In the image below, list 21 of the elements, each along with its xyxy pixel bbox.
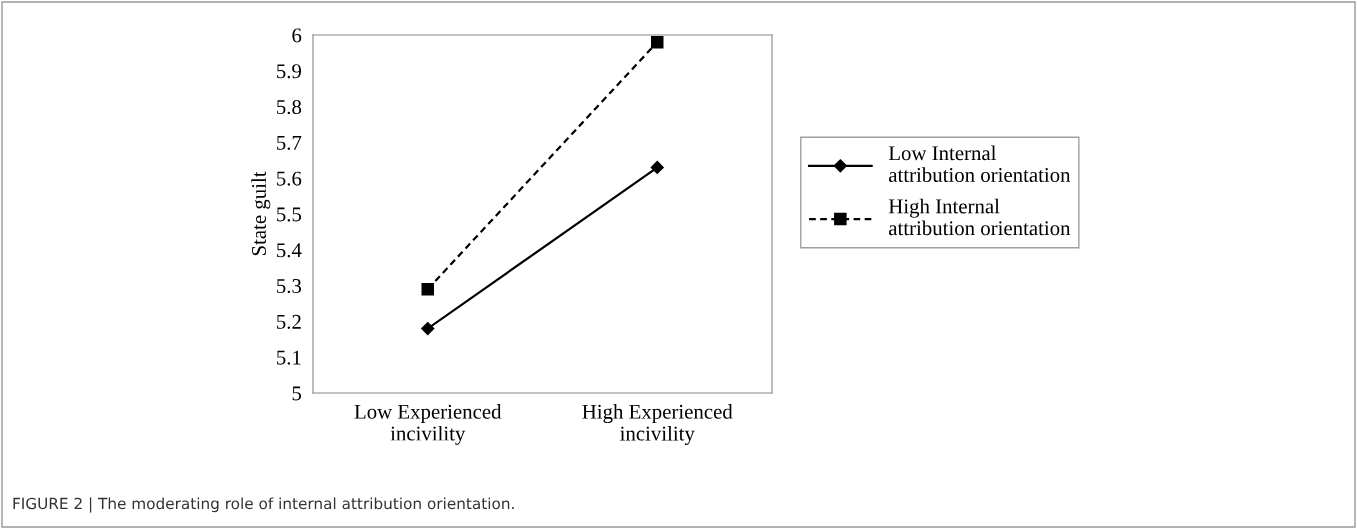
- y-axis-title: State guilt: [251, 171, 271, 256]
- y-tick-label: 5.9: [277, 64, 302, 79]
- y-tick-label: 5.6: [277, 171, 302, 186]
- y-tick-label: 5: [292, 386, 302, 401]
- x-tick-label: High Experienced incivility: [582, 404, 733, 445]
- point: [650, 160, 664, 175]
- y-tick-label: 5.2: [277, 314, 301, 329]
- y-tick-label: 5.3: [277, 279, 302, 294]
- y-tick-label: 5.5: [277, 207, 302, 222]
- point: [650, 35, 664, 49]
- point: [421, 282, 435, 296]
- legend-label: Low Internal attribution orientation: [888, 145, 1071, 183]
- y-tick-label: 5.7: [277, 135, 302, 150]
- y-tick-label: 5.4: [277, 243, 302, 258]
- point: [421, 321, 435, 336]
- y-tick-label: 5.8: [277, 99, 302, 115]
- legend-label: High Internal attribution orientation: [888, 198, 1071, 236]
- y-tick-label: 5.1: [277, 350, 301, 365]
- x-tick-label: Low Experienced incivility: [354, 404, 502, 445]
- caption: FIGURE 2 | The moderating role of internal attribution orientation.: [13, 497, 514, 513]
- y-tick-label: 6: [292, 28, 302, 43]
